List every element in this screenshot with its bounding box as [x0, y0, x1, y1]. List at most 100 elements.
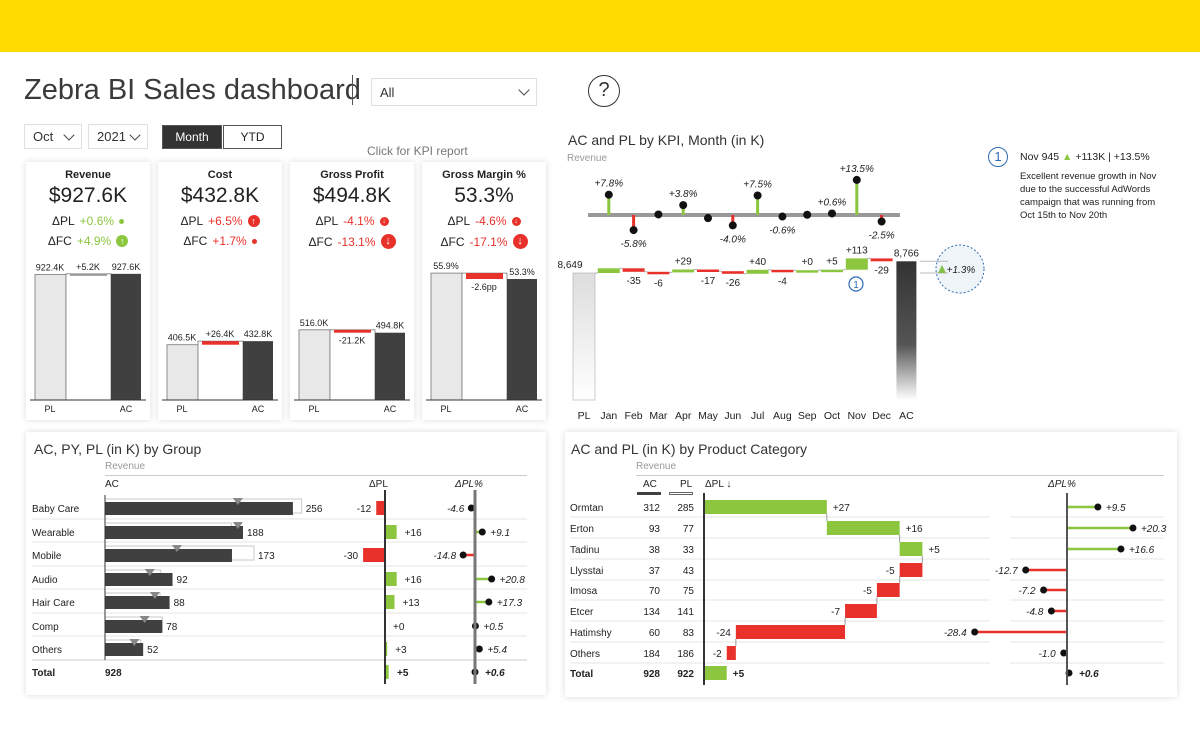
pct-label: +13.5% — [840, 164, 874, 175]
kpi-value: 53.3% — [454, 184, 514, 207]
x-label: Feb — [625, 410, 643, 422]
ytd-button[interactable]: YTD — [223, 125, 282, 149]
delta-label: +29 — [675, 257, 692, 268]
arrow-down-circle-icon: ↓ — [512, 234, 528, 249]
dpl-bar — [385, 595, 395, 609]
pct-dot — [629, 226, 638, 235]
x-label-pl: PL — [44, 404, 55, 414]
dpl-label: ΔPL — [180, 214, 204, 228]
total-label: Total — [32, 668, 55, 679]
ac-bar — [105, 526, 243, 539]
total-ac: 928 — [105, 668, 122, 679]
dpl-value: -12 — [357, 504, 372, 515]
ac-bar — [507, 279, 537, 400]
ac-label: 927.6K — [112, 262, 141, 272]
dpl-label: ΔPL — [51, 214, 75, 228]
py-marker — [171, 545, 182, 552]
total-dpl-bar — [385, 665, 389, 679]
col-ac: AC — [105, 479, 119, 490]
delta-label: -21.2K — [339, 336, 366, 346]
pct-dot — [704, 214, 712, 223]
pct-label: +0.6% — [818, 197, 847, 208]
dpl-value: -4.1% — [343, 214, 375, 228]
delta-bar — [845, 258, 868, 270]
pl-bar — [572, 272, 596, 401]
x-label: AC — [899, 410, 914, 422]
dpl-value: +6.5% — [208, 214, 243, 228]
dpl-value: +16 — [405, 528, 422, 539]
total-pct-label: +1.3% — [947, 265, 976, 276]
x-label-ac: AC — [120, 404, 133, 414]
end-label: 8,766 — [894, 248, 919, 259]
row-label: Comp — [32, 622, 59, 633]
dplp-dot — [488, 575, 496, 583]
kpi-title: Revenue — [65, 169, 111, 181]
delta-label: -26 — [726, 278, 741, 289]
kpi-mini-chart: 922.4K +5.2K 927.6K PL AC — [30, 262, 146, 414]
pct-dot — [852, 175, 861, 184]
delta-label: -4 — [778, 276, 787, 287]
kpi-card-revenue[interactable]: Revenue $927.6K ΔPL +0.6% ΔFC +4.9% ↑ 922.4… — [26, 162, 150, 420]
pct-dot — [803, 210, 812, 219]
row-label: Hair Care — [32, 598, 75, 609]
kpi-title: Gross Profit — [320, 169, 384, 181]
pct-dot — [728, 221, 737, 230]
delta-bar — [622, 268, 645, 272]
py-marker — [232, 522, 243, 529]
arrow-down-circle-icon: ↓ — [380, 234, 396, 249]
dpl-label: ΔPL — [447, 214, 471, 228]
col-dpl[interactable]: ΔPL ↓ — [705, 479, 732, 490]
ac-label: 494.8K — [376, 321, 405, 331]
dpl-bar — [385, 525, 397, 539]
dpl-value: +3 — [395, 645, 407, 656]
delta-bar — [647, 271, 670, 275]
help-icon[interactable]: ? — [588, 75, 620, 107]
annotation-marker[interactable]: 1 — [988, 147, 1008, 167]
annotation-line: Excellent revenue growth in Nov — [1020, 171, 1157, 182]
dplp-value: +5.4 — [487, 645, 507, 656]
month-value: Oct — [33, 129, 54, 144]
x-label-pl: PL — [308, 404, 319, 414]
dplp-dot — [475, 645, 483, 653]
dpl-bar — [385, 572, 397, 586]
pl-legend-swatch — [669, 492, 693, 495]
divider — [105, 475, 527, 476]
ac-value: 92 — [177, 575, 189, 586]
kpi-card-gross-profit[interactable]: Gross Profit $494.8K ΔPL -4.1% ↓ ΔFC -13.1%… — [290, 162, 414, 420]
ac-label: 53.3% — [509, 267, 535, 277]
monthly-waterfall-chart: +7.8% -5.8% +3.8% -4.0% +7.5% -0.6% +0.6% +13.5… — [557, 164, 985, 422]
x-label: Aug — [773, 410, 792, 422]
year-dropdown[interactable]: 2021 — [88, 124, 148, 149]
row-label: Others — [32, 645, 62, 656]
delta-label: -17 — [701, 276, 716, 287]
pct-dot — [877, 217, 886, 226]
kpi-card-cost[interactable]: Cost $432.8K ΔPL +6.5% ↑ ΔFC +1.7% 406.5K +2… — [158, 162, 282, 420]
dfc-label: ΔFC — [308, 234, 333, 249]
kpi-report-link[interactable]: Click for KPI report — [367, 144, 468, 158]
row-label: Baby Care — [32, 504, 80, 515]
dpl-value: +13 — [402, 598, 419, 609]
delta-column — [65, 273, 112, 401]
status-dot-icon — [119, 218, 125, 224]
annotation-line: campaign that was running from — [1020, 197, 1156, 208]
x-label: Dec — [872, 410, 891, 422]
month-button[interactable]: Month — [162, 125, 222, 149]
pct-dot — [778, 212, 787, 221]
dplp-dot — [459, 551, 467, 559]
delta-bar — [672, 269, 695, 273]
col-pl: PL — [680, 479, 693, 490]
filter-dropdown[interactable]: All — [371, 78, 537, 106]
month-dropdown[interactable]: Oct — [24, 124, 82, 149]
kpi-card-gross-margin-[interactable]: Gross Margin % 53.3% ΔPL -4.6% ↓ ΔFC -17.1%… — [422, 162, 546, 420]
x-label-ac: AC — [252, 404, 265, 414]
arrow-up-circle-icon: ↑ — [116, 235, 129, 247]
ac-value: 78 — [166, 622, 178, 633]
row-label: Audio — [32, 575, 58, 586]
dplp-dot — [485, 598, 493, 606]
delta-bar — [821, 269, 843, 273]
delta-label: +40 — [749, 257, 766, 268]
x-label: Sep — [798, 410, 817, 422]
x-label: PL — [578, 410, 591, 422]
delta-label: +113 — [846, 245, 868, 256]
x-label-pl: PL — [176, 404, 187, 414]
